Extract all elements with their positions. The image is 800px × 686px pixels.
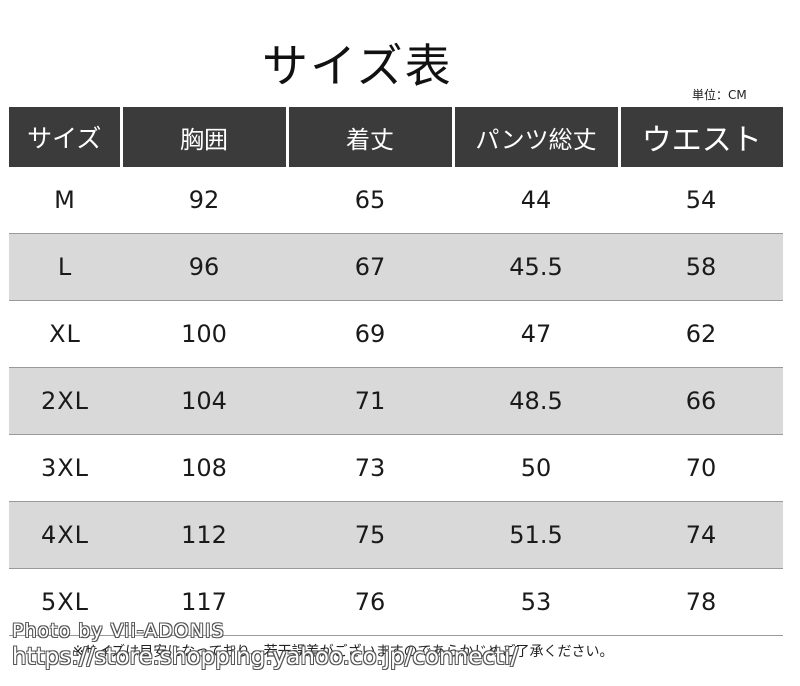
length-cell: 75 (287, 501, 453, 569)
waist-cell: 78 (619, 568, 783, 636)
waist-cell: 66 (619, 367, 783, 435)
pants-length-cell: 51.5 (453, 501, 619, 569)
table-row: L 96 67 45.5 58 (9, 233, 783, 301)
table-row: 4XL 112 75 51.5 74 (9, 501, 783, 569)
chest-cell: 108 (121, 434, 287, 502)
chest-cell: 100 (121, 300, 287, 368)
waist-cell: 74 (619, 501, 783, 569)
length-cell: 69 (287, 300, 453, 368)
unit-label: 単位：CM (692, 88, 747, 102)
pants-length-cell: 48.5 (453, 367, 619, 435)
table-row: 2XL 104 71 48.5 66 (9, 367, 783, 435)
chest-cell: 92 (121, 167, 287, 234)
header-waist: ウエスト (617, 107, 783, 167)
size-note: ※サイズは目安になっており、若干誤差がございますのであらかじめご了承ください。 (72, 644, 614, 660)
length-cell: 65 (287, 167, 453, 234)
page-title: サイズ表 (262, 39, 453, 93)
length-cell: 73 (287, 434, 453, 502)
waist-cell: 70 (619, 434, 783, 502)
watermark-url: https://store.shopping.yahoo.co.jp/conne… (12, 644, 519, 670)
chest-cell: 96 (121, 233, 287, 301)
waist-cell: 58 (619, 233, 783, 301)
header-length: 着丈 (285, 107, 455, 167)
chest-cell: 112 (121, 501, 287, 569)
table-row: XL 100 69 47 62 (9, 300, 783, 368)
pants-length-cell: 53 (453, 568, 619, 636)
watermark-credit: Photo by Vii-ADONIS (12, 620, 225, 642)
size-cell: 3XL (9, 434, 121, 502)
size-table: サイズ 胸囲 着丈 パンツ総丈 ウエスト M 92 65 44 54 L 96 … (9, 107, 783, 636)
chest-cell: 104 (121, 367, 287, 435)
waist-cell: 62 (619, 300, 783, 368)
pants-length-cell: 44 (453, 167, 619, 234)
size-cell: L (9, 233, 121, 301)
chest-cell: 117 (121, 568, 287, 636)
size-cell: 4XL (9, 501, 121, 569)
header-chest: 胸囲 (119, 107, 289, 167)
pants-length-cell: 47 (453, 300, 619, 368)
waist-cell: 54 (619, 167, 783, 234)
header-size: サイズ (9, 107, 123, 167)
size-cell: M (9, 167, 121, 234)
size-cell: XL (9, 300, 121, 368)
table-row: 5XL 117 76 53 78 (9, 568, 783, 636)
size-cell: 5XL (9, 568, 121, 636)
length-cell: 67 (287, 233, 453, 301)
length-cell: 71 (287, 367, 453, 435)
table-row: M 92 65 44 54 (9, 167, 783, 234)
pants-length-cell: 45.5 (453, 233, 619, 301)
header-pants-length: パンツ総丈 (451, 107, 621, 167)
pants-length-cell: 50 (453, 434, 619, 502)
size-cell: 2XL (9, 367, 121, 435)
length-cell: 76 (287, 568, 453, 636)
table-row: 3XL 108 73 50 70 (9, 434, 783, 502)
table-header-row: サイズ 胸囲 着丈 パンツ総丈 ウエスト (9, 107, 783, 167)
